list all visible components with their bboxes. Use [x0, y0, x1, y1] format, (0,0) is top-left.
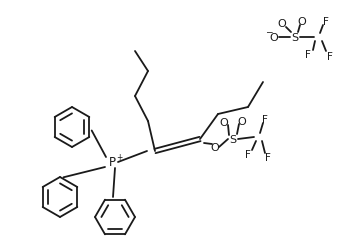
Text: F: F: [265, 152, 271, 162]
Text: F: F: [323, 17, 329, 27]
Text: O: O: [277, 19, 287, 29]
Text: O: O: [298, 17, 306, 27]
Text: O: O: [211, 142, 220, 152]
Text: S: S: [229, 135, 237, 144]
Text: +: +: [116, 153, 122, 162]
Text: −: −: [265, 27, 273, 36]
Text: F: F: [262, 115, 268, 124]
Text: F: F: [245, 149, 251, 159]
Text: O: O: [238, 116, 246, 127]
Text: F: F: [327, 52, 333, 62]
Text: O: O: [270, 33, 279, 43]
Text: S: S: [291, 33, 298, 43]
Text: P: P: [109, 156, 116, 169]
Text: F: F: [305, 50, 311, 60]
Text: O: O: [220, 117, 228, 128]
